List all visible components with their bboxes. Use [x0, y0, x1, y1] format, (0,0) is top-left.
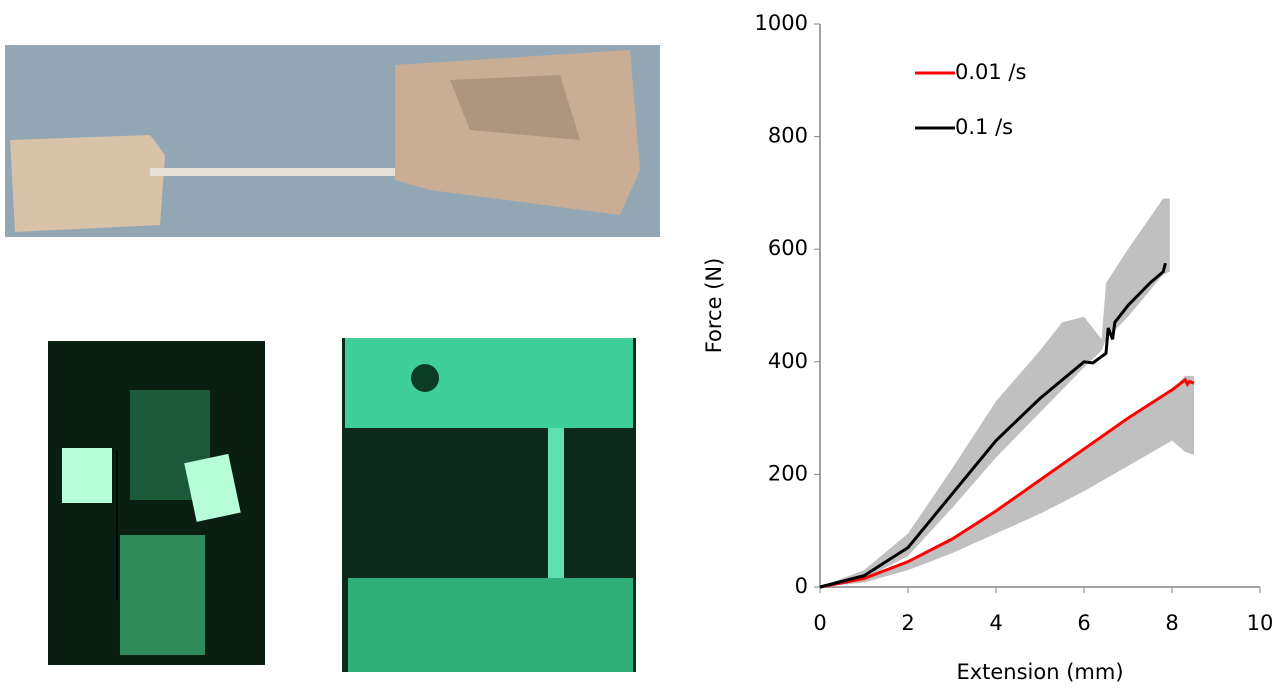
- photo-specimen: [5, 45, 660, 237]
- x-tick-label: 2: [901, 611, 914, 635]
- x-tick-label: 0: [813, 611, 826, 635]
- figure: 0 200 400 600 800 1000 0 2 4 6 8 10 Extension (mm) Fo…: [0, 0, 1285, 691]
- legend-label: 0.1 /s: [955, 115, 1013, 139]
- photo-rig: [48, 341, 265, 665]
- y-tick-label: 0: [795, 574, 808, 598]
- y-tick-label: 200: [768, 461, 808, 485]
- x-tick-label: 10: [1247, 611, 1274, 635]
- x-tick-label: 4: [989, 611, 1002, 635]
- x-tick-label: 6: [1077, 611, 1090, 635]
- y-tick-label: 800: [768, 124, 808, 148]
- photo-closeup: [342, 338, 636, 672]
- y-axis-title: Force (N): [702, 258, 726, 354]
- legend-label: 0.01 /s: [955, 60, 1026, 84]
- y-tick-label: 1000: [755, 11, 808, 35]
- x-axis-title: Extension (mm): [956, 660, 1123, 684]
- x-tick-label: 8: [1165, 611, 1178, 635]
- y-tick-label: 400: [768, 349, 808, 373]
- y-tick-label: 600: [768, 236, 808, 260]
